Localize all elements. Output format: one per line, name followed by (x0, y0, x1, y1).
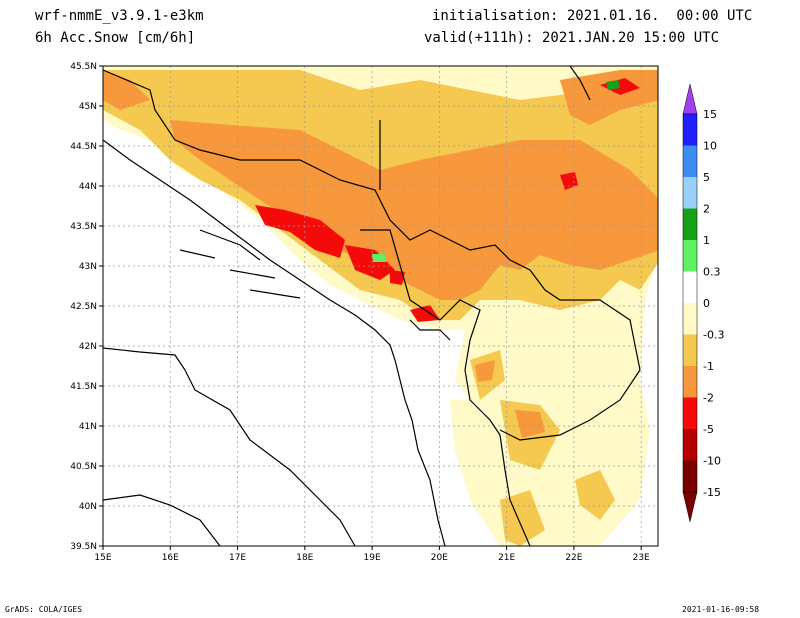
x-tick-label: 16E (162, 553, 179, 563)
colorbar-segment (683, 145, 697, 177)
footer-right: 2021-01-16-09:58 (682, 605, 760, 614)
x-tick-label: 22E (565, 553, 582, 563)
y-tick-label: 41.5N (70, 382, 97, 392)
colorbar-segment (683, 208, 697, 240)
x-tick-label: 20E (431, 553, 448, 563)
colorbar-frame (682, 113, 698, 493)
x-tick-label: 17E (229, 553, 246, 563)
y-tick-label: 45N (79, 102, 97, 112)
colorbar-segment (683, 303, 697, 335)
snow-shading (103, 66, 658, 546)
field-title: 6h Acc.Snow [cm/6h] (35, 30, 196, 46)
coastlines-borders (103, 66, 641, 546)
y-tick-label: 41N (79, 422, 97, 432)
y-axis: 45.5N 45N 44.5N 44N 43.5N 43N 42.5N 42N 41.5N 41N… (70, 62, 103, 552)
y-tick-label: 43.5N (70, 222, 97, 232)
colorbar-segment (683, 114, 697, 146)
colorbar-label: -0.3 (703, 329, 724, 342)
colorbar-segment (683, 271, 697, 303)
colorbar-label: 0 (703, 297, 710, 310)
model-title: wrf-nmmE_v3.9.1-e3km (35, 8, 204, 24)
init-time: initialisation: 2021.01.16. 00:00 UTC (432, 8, 753, 24)
colorbar-segment (683, 429, 697, 461)
y-tick-label: 40.5N (70, 462, 97, 472)
colorbar-segment (683, 460, 697, 492)
x-tick-label: 15E (94, 553, 111, 563)
footer-left: GrADS: COLA/IGES (5, 605, 83, 614)
x-tick-label: 19E (364, 553, 381, 563)
colorbar-segment (683, 397, 697, 429)
colorbar-label: -1 (703, 360, 714, 373)
colorbar-label: -2 (703, 392, 714, 405)
y-tick-label: 44N (79, 182, 97, 192)
colorbar-label: 5 (703, 171, 710, 184)
colorbar-label: -10 (703, 455, 721, 468)
y-tick-label: 42N (79, 342, 97, 352)
colorbar-label: 0.3 (703, 266, 721, 279)
x-axis: 15E 16E 17E 18E 19E 20E 21E 22E 23E (94, 546, 650, 563)
y-tick-label: 44.5N (70, 142, 97, 152)
colorbar-label: -5 (703, 423, 714, 436)
colorbar-top-arrow (682, 83, 698, 115)
y-tick-label: 42.5N (70, 302, 97, 312)
y-tick-label: 40N (79, 502, 97, 512)
y-tick-label: 39.5N (70, 542, 97, 552)
colorbar: 15 10 5 2 1 0.3 0 -0.3 -1 -2 -5 -10 -15 (682, 83, 724, 523)
colorbar-label: -15 (703, 486, 721, 499)
x-tick-label: 18E (296, 553, 313, 563)
colorbar-bottom-arrow (682, 491, 698, 523)
colorbar-segment (683, 177, 697, 209)
valid-time: valid(+111h): 2021.JAN.20 15:00 UTC (424, 30, 720, 46)
x-tick-label: 21E (498, 553, 515, 563)
y-tick-label: 45.5N (70, 62, 97, 72)
x-tick-label: 23E (633, 553, 650, 563)
colorbar-label: 1 (703, 234, 710, 247)
colorbar-label: 2 (703, 203, 710, 216)
grid-lines (103, 66, 658, 546)
colorbar-label: 15 (703, 108, 717, 121)
y-tick-label: 43N (79, 262, 97, 272)
colorbar-label: 10 (703, 140, 717, 153)
colorbar-segment (683, 334, 697, 366)
colorbar-segment (683, 240, 697, 272)
colorbar-segment (683, 366, 697, 398)
